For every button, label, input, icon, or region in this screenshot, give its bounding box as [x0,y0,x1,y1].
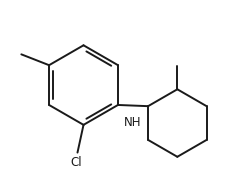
Text: Cl: Cl [70,156,82,169]
Text: NH: NH [124,116,142,129]
